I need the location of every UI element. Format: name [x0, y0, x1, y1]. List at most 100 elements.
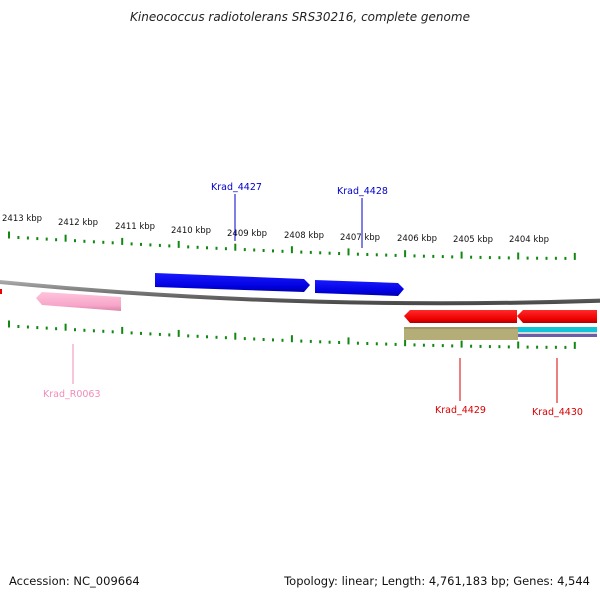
minor-tick [272, 338, 274, 342]
minor-tick [262, 338, 265, 341]
minor-tick [206, 335, 208, 339]
scale-tick-label: 2409 kbp [227, 229, 267, 239]
minor-tick [451, 255, 454, 259]
minor-tick [17, 236, 20, 239]
minor-tick [140, 331, 142, 335]
minor-tick [26, 236, 29, 240]
minor-tick [394, 342, 397, 346]
topology-label: Topology: [284, 574, 338, 588]
minor-tick [140, 242, 142, 246]
minor-tick [111, 330, 114, 334]
minor-tick [74, 239, 76, 243]
gene-krad-4427[interactable] [155, 273, 310, 292]
length-label: Length: [381, 574, 426, 588]
gene-product-bar [518, 334, 597, 337]
major-tick [121, 326, 124, 334]
gene-product-bar [518, 327, 597, 332]
minor-tick [498, 345, 501, 349]
minor-tick [545, 256, 548, 260]
gene-label-krad-4427[interactable]: Krad_4427 [211, 182, 262, 241]
minor-tick [394, 253, 397, 257]
minor-tick [17, 325, 20, 328]
minor-tick [36, 326, 39, 330]
minor-tick [187, 334, 190, 338]
gene-arrow[interactable] [155, 273, 310, 292]
minor-tick [479, 255, 482, 259]
gene-label-krad-4429[interactable]: Krad_4429 [435, 358, 486, 416]
scale-tick-label: 2407 kbp [340, 233, 380, 243]
major-tick [573, 252, 576, 260]
gene-product-bar [404, 327, 518, 329]
gene-krad-4430[interactable] [517, 310, 597, 323]
minor-tick [45, 237, 48, 241]
minor-tick [441, 255, 444, 259]
gene-krad-4428[interactable] [315, 280, 404, 296]
minor-tick [536, 256, 539, 260]
minor-tick [26, 325, 29, 329]
minor-tick [413, 254, 416, 258]
minor-tick [83, 328, 86, 332]
genome-backbone-line [0, 279, 600, 306]
gene-arrow[interactable] [315, 280, 404, 296]
minor-tick [507, 256, 510, 260]
minor-tick [356, 341, 359, 345]
scale-tick-label: 2412 kbp [58, 218, 98, 228]
gene-label-krad-4428[interactable]: Krad_4428 [337, 186, 388, 248]
minor-tick [432, 254, 435, 258]
minor-tick [224, 247, 227, 251]
minor-tick [526, 345, 529, 349]
minor-tick [309, 339, 312, 343]
minor-tick [564, 345, 567, 349]
minor-tick [74, 328, 76, 332]
major-tick [64, 323, 67, 331]
major-tick [290, 246, 293, 254]
minor-tick [545, 345, 548, 349]
gene-label-text[interactable]: Krad_4430 [532, 407, 583, 418]
genes-label: Genes: [513, 574, 554, 588]
minor-tick [470, 344, 473, 348]
gene-label-text[interactable]: Krad_4427 [211, 182, 262, 193]
major-tick [64, 234, 67, 242]
gene-label-text[interactable]: Krad_R0063 [43, 389, 101, 400]
major-tick [177, 329, 180, 337]
major-tick [347, 337, 350, 345]
minor-tick [243, 248, 246, 252]
minor-tick [281, 249, 284, 253]
major-tick [460, 340, 463, 348]
minor-tick [102, 240, 105, 244]
gene-krad-4429[interactable] [404, 310, 517, 323]
minor-tick [130, 331, 133, 335]
minor-tick [488, 256, 491, 260]
minor-tick [498, 256, 501, 260]
minor-tick [554, 345, 557, 349]
minor-tick [281, 338, 284, 342]
minor-tick [168, 244, 171, 248]
gene-label-text[interactable]: Krad_4429 [435, 405, 486, 416]
gene-krad-r0063[interactable] [36, 292, 121, 311]
minor-tick [253, 337, 256, 341]
gene-arrow[interactable] [404, 310, 517, 323]
outer-tick-track [8, 231, 576, 260]
minor-tick [451, 344, 454, 348]
minor-tick [385, 342, 388, 346]
gene-label-krad-r0063[interactable]: Krad_R0063 [43, 344, 101, 400]
minor-tick [441, 344, 444, 348]
minor-tick [36, 237, 39, 241]
gene-label-text[interactable]: Krad_4428 [337, 186, 388, 197]
gene-arrow[interactable] [36, 292, 121, 311]
gene-arrow[interactable] [517, 310, 597, 323]
minor-tick [55, 327, 58, 331]
scale-tick-label: 2405 kbp [453, 235, 493, 245]
major-tick [573, 341, 576, 349]
minor-tick [564, 256, 567, 260]
accession-value: NC_009664 [73, 574, 140, 588]
minor-tick [385, 253, 388, 257]
minor-tick [319, 251, 322, 255]
scale-tick-label: 2411 kbp [115, 222, 155, 232]
minor-tick [328, 251, 331, 255]
gene-label-krad-4430[interactable]: Krad_4430 [532, 358, 583, 418]
minor-tick [338, 252, 341, 255]
minor-tick [45, 326, 48, 330]
major-tick [404, 250, 407, 258]
